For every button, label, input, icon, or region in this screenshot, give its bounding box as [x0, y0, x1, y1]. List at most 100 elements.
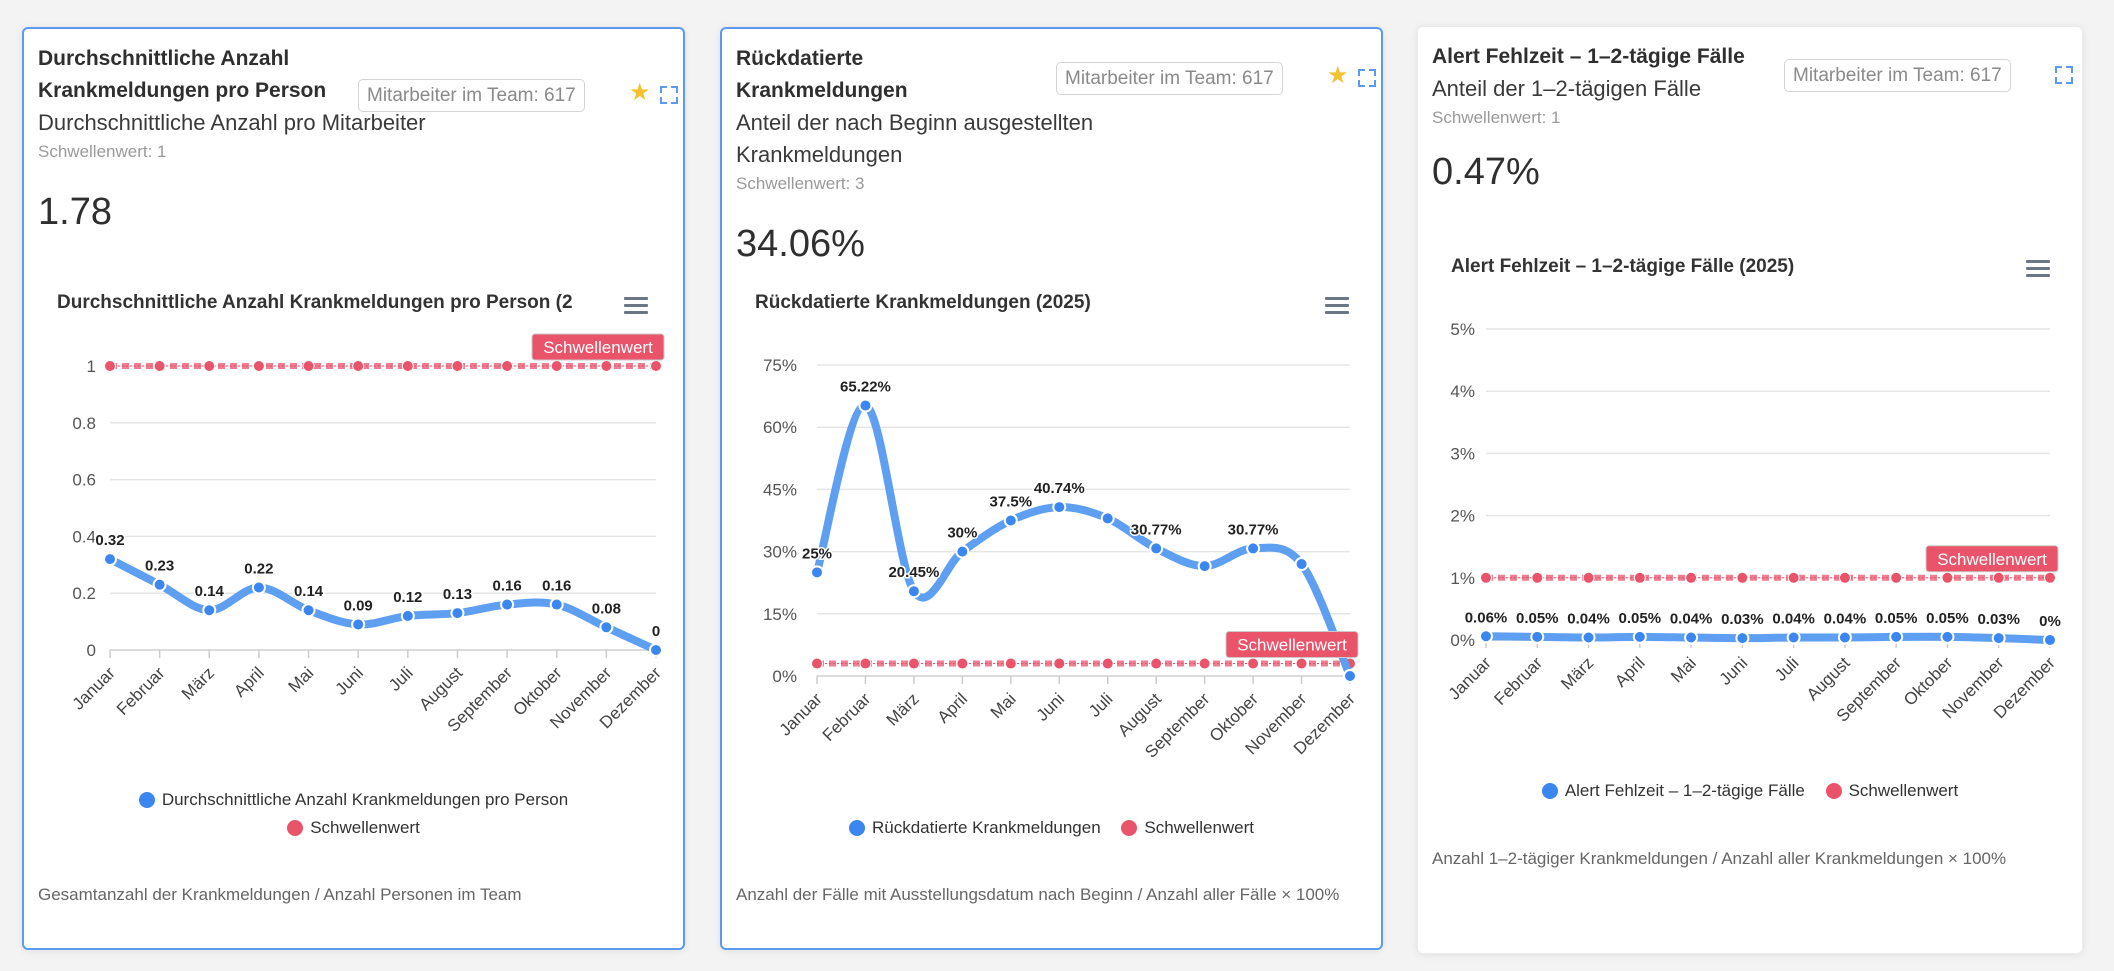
legend-label: Schwellenwert — [1144, 818, 1255, 837]
threshold-point — [600, 360, 613, 372]
y-tick-label: 0 — [87, 641, 96, 660]
series-line — [1482, 632, 2054, 644]
data-point — [1991, 631, 2006, 646]
data-label: 0.32 — [95, 532, 124, 549]
threshold-point — [1941, 571, 1954, 584]
threshold-label-box — [1225, 631, 1359, 659]
legend-item-threshold[interactable]: Schwellenwert — [1121, 814, 1254, 842]
legend-item-series[interactable]: Alert Fehlzeit – 1–2-tägige Fälle — [1541, 777, 1805, 805]
data-point — [1246, 541, 1261, 556]
threshold-label: Schwellenwert — [531, 333, 665, 361]
data-point — [1479, 629, 1493, 644]
data-point — [599, 620, 614, 635]
card-footer-formula: Anzahl 1–2-tägiger Krankmeldungen / Anza… — [1432, 849, 2007, 868]
legend-item-series[interactable]: Rückdatierte Krankmeldungen — [848, 814, 1101, 842]
x-tick-label: April — [1611, 653, 1648, 690]
data-point — [152, 577, 167, 592]
threshold-point — [1582, 571, 1595, 584]
data-label: 0.14 — [294, 583, 324, 600]
kpi-card-avg-sick-notes[interactable]: Durchschnittliche Anzahl Krankmeldungen … — [22, 27, 685, 950]
kpi-card-backdated-sick-notes[interactable]: Rückdatierte Krankmeldungen Anteil der n… — [720, 27, 1383, 950]
data-point — [1294, 557, 1309, 572]
expand-icon[interactable] — [660, 86, 678, 104]
expand-icon[interactable] — [2055, 66, 2073, 84]
data-point — [549, 597, 564, 612]
data-point — [251, 580, 266, 595]
card-header: Alert Fehlzeit – 1–2-tägige Fälle Anteil… — [1432, 41, 2068, 195]
legend-item-threshold[interactable]: Schwellenwert — [1825, 777, 1959, 805]
data-point — [1786, 630, 1801, 645]
x-tick-label: Juli — [385, 663, 416, 694]
data-label: 0.05% — [1619, 610, 1662, 627]
data-label: 0.05% — [1875, 610, 1918, 627]
kpi-card-short-absence-alert[interactable]: Alert Fehlzeit – 1–2-tägige Fälle Anteil… — [1417, 26, 2083, 954]
legend-dot-red — [287, 820, 304, 836]
y-tick-label: 0.8 — [72, 414, 96, 433]
data-label: 20.45% — [888, 564, 939, 581]
data-label: 0.14 — [195, 583, 225, 600]
threshold-point — [1890, 571, 1903, 584]
threshold-note: Schwellenwert: 1 — [38, 142, 167, 161]
star-icon[interactable]: ★ — [629, 79, 651, 106]
threshold-point — [1004, 657, 1017, 670]
threshold-point — [401, 360, 414, 372]
threshold-point — [1992, 571, 2005, 584]
threshold-label-text: Schwellenwert — [1937, 550, 2047, 569]
chart-title: Alert Fehlzeit – 1–2-tägige Fälle (2025) — [1451, 256, 1795, 277]
star-icon[interactable]: ★ — [1327, 62, 1349, 89]
data-point — [1197, 559, 1212, 574]
data-point — [400, 608, 415, 623]
data-label: 0.06% — [1465, 609, 1508, 626]
x-tick-label: April — [934, 689, 971, 726]
data-label: 0.16 — [542, 578, 571, 595]
x-tick-label: August — [1803, 653, 1854, 704]
y-tick-label: 2% — [1450, 507, 1475, 526]
x-tick-label: Mai — [285, 663, 318, 696]
x-tick-label: Mai — [1667, 653, 1700, 686]
expand-icon[interactable] — [1358, 69, 1376, 87]
menu-icon[interactable] — [624, 297, 648, 315]
threshold-point — [1736, 571, 1749, 584]
y-tick-label: 1 — [87, 357, 96, 376]
data-point — [1581, 630, 1596, 645]
x-tick-label: Februar — [113, 663, 169, 719]
y-tick-label: 1% — [1450, 569, 1475, 588]
legend-item-series[interactable]: Durchschnittliche Anzahl Krankmeldungen … — [138, 786, 568, 814]
threshold-point — [1198, 657, 1211, 670]
chart-title: Durchschnittliche Anzahl Krankmeldungen … — [57, 292, 573, 313]
threshold-point — [203, 360, 216, 372]
x-tick-label: Juni — [332, 663, 367, 698]
data-label: 0.13 — [443, 586, 472, 603]
card-title: Durchschnittliche Anzahl Krankmeldungen … — [38, 47, 327, 102]
card-footer-formula: Gesamtanzahl der Krankmeldungen / Anzahl… — [38, 885, 522, 904]
data-point — [1837, 630, 1852, 645]
x-tick-label: Juni — [1716, 653, 1751, 688]
x-tick-label: Mai — [987, 689, 1020, 722]
y-tick-label: 75% — [763, 356, 797, 375]
data-label: 0.22 — [244, 561, 273, 578]
threshold-point — [1101, 657, 1114, 670]
menu-icon[interactable] — [1325, 297, 1349, 315]
x-tick-label: Juli — [1085, 689, 1116, 720]
data-point — [1343, 669, 1357, 683]
y-tick-label: 0.2 — [72, 584, 96, 603]
threshold-point — [1053, 657, 1066, 670]
data-point — [301, 603, 316, 618]
data-point — [1100, 511, 1115, 526]
data-label: 0.09 — [344, 597, 373, 614]
data-label: 0.03% — [1721, 611, 1764, 628]
threshold-point — [352, 360, 365, 372]
threshold-label-box — [531, 333, 665, 361]
team-size-badge: Mitarbeiter im Team: 617 — [1056, 62, 1283, 95]
threshold-point — [451, 360, 464, 372]
legend-label: Schwellenwert — [1848, 781, 1959, 800]
threshold-point — [859, 657, 872, 670]
data-point — [351, 617, 366, 632]
y-tick-label: 0% — [772, 667, 797, 686]
y-tick-label: 0.6 — [72, 471, 96, 490]
menu-icon[interactable] — [2026, 260, 2050, 278]
legend-item-threshold[interactable]: Schwellenwert — [287, 814, 420, 842]
y-tick-label: 60% — [763, 418, 797, 437]
threshold-point — [1633, 571, 1646, 584]
data-point — [1632, 629, 1647, 644]
